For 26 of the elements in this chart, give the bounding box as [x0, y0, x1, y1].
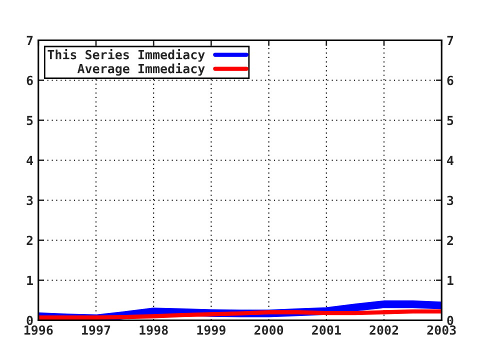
y-tick-label: 6: [26, 76, 33, 86]
y-tick-label: 7: [26, 36, 33, 45]
y2-tick-label: 1: [448, 276, 454, 285]
y2-tick-label: 0: [447, 316, 454, 326]
x-tick-label: 2002: [370, 325, 398, 335]
x-tick-label: 2003: [427, 325, 456, 335]
y2-tick-label: 6: [447, 76, 454, 86]
y2-tick-label: 7: [447, 36, 454, 45]
y-tick-label: 5: [26, 116, 33, 126]
x-tick-label: 2000: [254, 325, 284, 335]
x-tick-label: 1999: [197, 325, 226, 335]
x-tick-label: 1998: [140, 325, 168, 335]
legend-label: This Series Immediacy: [48, 48, 205, 62]
y2-tick-label: 5: [447, 116, 454, 126]
x-tick-label: 2001: [312, 325, 341, 335]
y-tick-label: 0: [26, 316, 33, 326]
y-tick-label: 3: [26, 196, 33, 206]
y-tick-label: 2: [26, 236, 32, 245]
legend-label: Average Immediacy: [77, 62, 205, 76]
x-tick-label: 1997: [82, 325, 110, 335]
y2-tick-label: 4: [447, 156, 454, 165]
y2-tick-label: 3: [447, 196, 454, 206]
y-tick-label: 4: [26, 156, 33, 165]
y-tick-label: 1: [27, 276, 33, 285]
y2-tick-label: 2: [447, 236, 453, 245]
x-tick-label: 1996: [24, 325, 53, 335]
